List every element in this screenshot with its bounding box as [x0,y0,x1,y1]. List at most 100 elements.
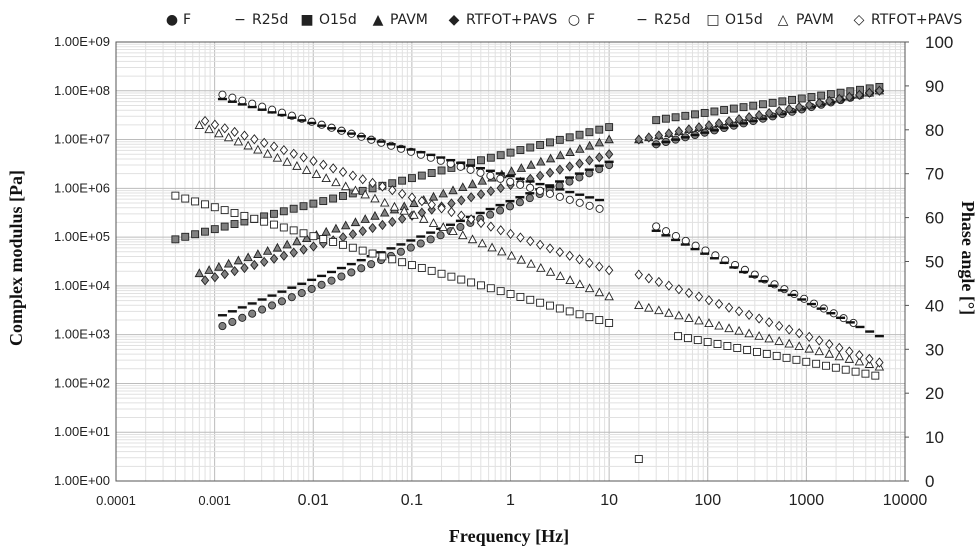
legend-marker: ○ [568,12,580,28]
data-point [784,324,794,335]
data-point [516,292,525,301]
data-point [824,348,835,358]
data-point [710,107,719,116]
data-point [704,120,714,131]
legend-marker: ◆ [449,12,460,28]
data-point [272,152,283,162]
data-point [555,150,566,160]
data-point [671,238,681,242]
data-point [237,103,247,106]
data-point [386,143,396,146]
data-point [250,134,259,145]
y2-tick-label: 100 [925,33,953,52]
data-point [644,273,654,284]
legend-label: R25d [252,12,288,28]
data-point [191,197,200,206]
legend-marker: − [234,12,246,28]
data-point [397,188,407,199]
data-point [536,298,545,307]
data-point [815,335,824,346]
data-point [477,175,488,185]
data-point [388,185,397,196]
data-point [309,241,318,252]
data-point [805,99,814,111]
data-point [223,132,234,142]
data-point [358,246,367,255]
data-point [526,258,536,268]
data-point [594,137,605,147]
data-point [704,295,714,306]
data-point [338,232,348,243]
data-point [709,129,719,132]
data-point [714,118,724,129]
data-point [565,133,574,142]
data-point [475,211,485,215]
data-point [841,365,850,374]
data-point [634,455,643,463]
data-point [446,158,456,162]
data-point [661,234,671,237]
x-tick-label: 1 [506,492,515,509]
data-point [497,246,507,256]
data-point [243,252,253,262]
data-point [516,254,527,264]
data-point [661,140,671,144]
data-point [279,223,288,232]
data-point [605,123,614,132]
data-point [368,249,377,258]
data-point [358,226,367,237]
data-point [526,295,535,304]
data-point [525,192,535,195]
data-point [455,219,465,223]
data-point [661,114,670,123]
y-tick-label: 1.00E+06 [54,180,110,195]
data-point [834,351,845,361]
data-point [855,89,864,100]
data-point [565,190,575,194]
data-point [299,152,308,163]
data-point [350,217,361,227]
data-point [292,161,302,170]
y2-tick-label: 90 [925,77,944,96]
data-point [409,198,419,207]
data-point [555,188,565,191]
data-point [545,184,555,187]
data-point [875,357,884,368]
data-point [545,185,555,188]
data-point [282,239,292,249]
data-point [396,145,406,149]
data-point [812,359,821,368]
data-point [585,128,594,137]
data-point [396,247,405,256]
data-point [317,274,327,278]
data-point [831,363,840,372]
y-tick-label: 1.00E+03 [54,327,110,342]
data-point [729,124,739,127]
data-point [438,222,449,231]
data-point [258,305,267,314]
data-point [536,141,545,149]
data-point [787,293,797,297]
data-point [456,162,465,171]
data-point [233,136,244,146]
y2-tick-label: 80 [925,121,944,140]
data-point [301,233,312,243]
data-point [370,193,380,203]
data-point [664,307,674,317]
data-point [227,310,237,313]
data-point [724,323,734,333]
data-point [396,243,406,246]
data-point [329,194,338,203]
data-point [327,276,336,285]
y2-tick-label: 20 [925,384,944,403]
data-point [171,191,180,200]
data-point [486,210,495,219]
data-point [845,321,855,324]
data-point [835,93,844,105]
data-point [200,115,210,127]
data-point [299,244,308,255]
data-point [386,247,396,250]
data-point [792,355,801,364]
data-point [739,270,749,274]
data-point [317,124,327,127]
